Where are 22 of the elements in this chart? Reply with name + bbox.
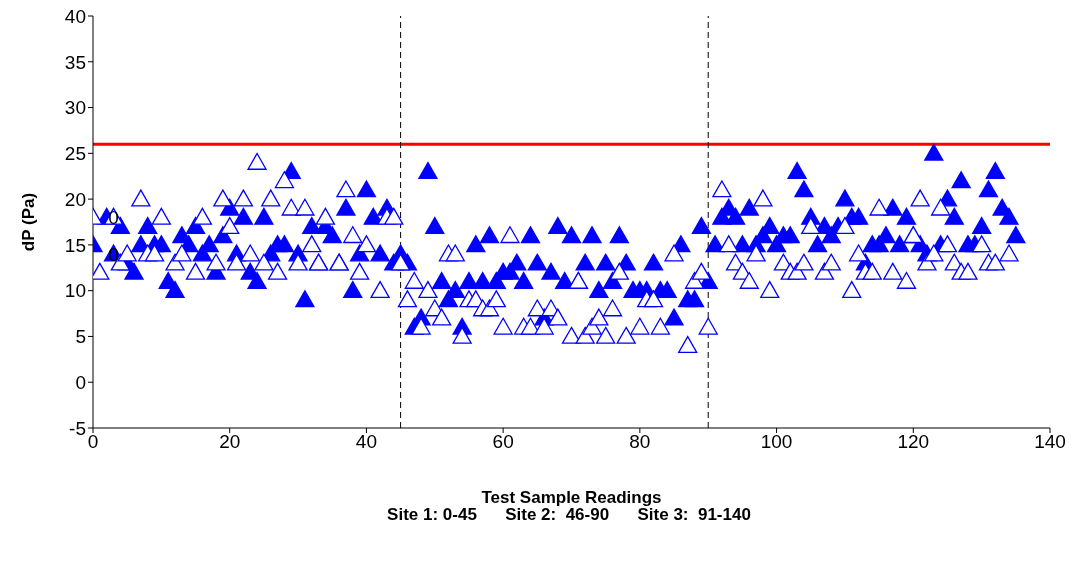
x-tick-label: 60 — [492, 431, 514, 453]
y-tick-label: -5 — [69, 417, 86, 439]
x-tick-label: 80 — [629, 431, 651, 453]
y-tick-label: 20 — [64, 188, 86, 210]
x-axis-title: Test Sample Readings — [481, 488, 662, 507]
x-tick-label: 140 — [1034, 431, 1066, 453]
x-tick-label: 20 — [219, 431, 241, 453]
y-tick-label: 40 — [64, 5, 86, 27]
annotation: 0 — [108, 207, 119, 229]
x-tick-label: 100 — [760, 431, 793, 453]
x-tick-label: 120 — [897, 431, 930, 453]
y-tick-label: 0 — [75, 371, 86, 393]
y-tick-label: 25 — [64, 143, 86, 165]
x-tick-label: 40 — [355, 431, 377, 453]
y-tick-label: 30 — [64, 97, 86, 119]
y-tick-label: 10 — [64, 280, 86, 302]
text: Site 1: 0-45 Site 2: 46-90 Site 3: 91-140 — [386, 505, 752, 525]
y-tick-label: 5 — [75, 326, 86, 348]
y-tick-label: 15 — [64, 234, 86, 256]
annotation: 0 — [108, 243, 119, 265]
y-axis-title: dP (Pa) — [19, 192, 39, 252]
y-tick-label: 35 — [64, 51, 86, 73]
